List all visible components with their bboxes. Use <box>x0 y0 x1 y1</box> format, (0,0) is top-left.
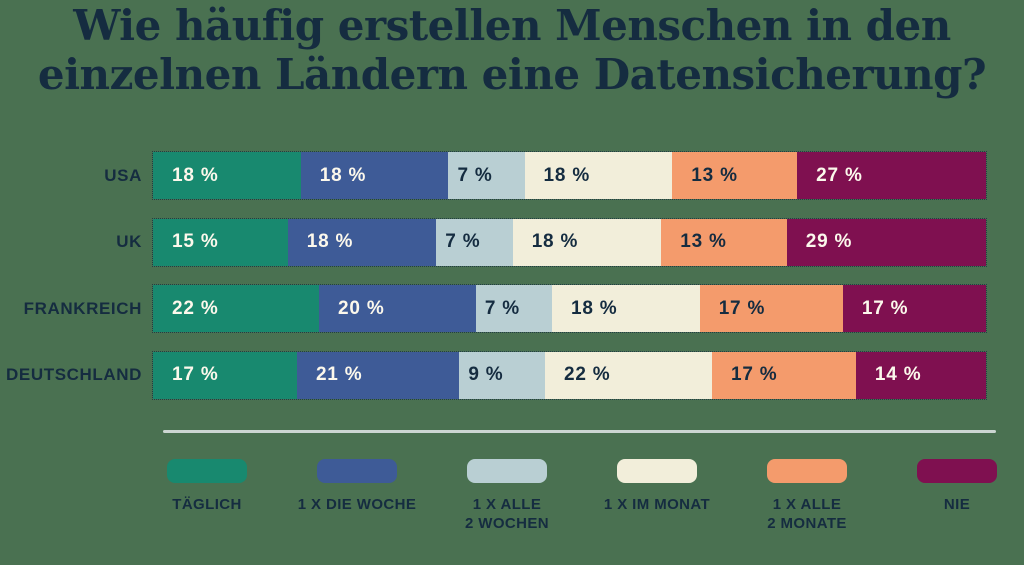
bar-segment: 22 % <box>544 351 712 399</box>
stacked-bar: 15 % 18 % 7 % 18 % 13 % 29 % <box>152 217 987 267</box>
bar-segment: 18 % <box>300 152 449 199</box>
bar-segment: 18 % <box>551 285 700 332</box>
stacked-bar: 18 % 18 % 7 % 18 % 13 % 27 % <box>152 151 987 200</box>
bar-segment: 17 % <box>842 285 986 332</box>
bar-segment: 17 % <box>699 285 843 332</box>
legend-label: TÄGLICH <box>172 496 242 513</box>
bar-segment: 13 % <box>672 152 798 199</box>
bar-segment: 22 % <box>153 285 319 332</box>
legend-label: NIE <box>943 496 971 513</box>
country-label: USA <box>104 165 142 185</box>
bar-row: FRANKREICH 22 % 20 % 7 % 18 % 17 % 17 % <box>0 284 996 333</box>
bar-segment: 18 % <box>512 218 662 266</box>
legend-item: 1 X ALLE 2 WOCHEN <box>432 459 582 533</box>
bar-row: USA 18 % 18 % 7 % 18 % 13 % 27 % <box>0 151 996 200</box>
legend-swatch <box>617 459 697 483</box>
legend-label: 1 X ALLE 2 MONATE <box>767 496 847 532</box>
country-label: DEUTSCHLAND <box>6 365 142 384</box>
legend-divider <box>163 430 996 433</box>
bar-segment: 18 % <box>153 152 301 199</box>
bar-row: DEUTSCHLAND 17 % 21 % 9 % 22 % 17 % 14 % <box>0 350 996 400</box>
bar-segment: 18 % <box>287 218 437 266</box>
bar-segment: 18 % <box>524 152 673 199</box>
bar-segment: 9 % <box>459 351 545 399</box>
bar-segment: 20 % <box>319 285 476 332</box>
chart-title-line-2: einzelnen Ländern eine Datensicherung? <box>37 50 987 99</box>
chart-title-line-1: Wie häufig erstellen Menschen in den <box>73 1 951 50</box>
stacked-bar: 17 % 21 % 9 % 22 % 17 % 14 % <box>152 350 987 400</box>
country-label: UK <box>116 232 142 251</box>
legend-swatch <box>467 459 547 483</box>
legend-item: 1 X IM MONAT <box>582 459 732 533</box>
legend-swatch <box>317 459 397 483</box>
bar-segment: 13 % <box>661 218 787 266</box>
bar-segment: 17 % <box>153 351 297 399</box>
legend-label: 1 X ALLE 2 WOCHEN <box>464 496 550 532</box>
bar-segment: 29 % <box>786 218 986 266</box>
chart-title: Wie häufig erstellen Menschen in den ein… <box>0 1 1024 99</box>
bar-segment: 27 % <box>797 152 986 199</box>
legend-swatch <box>767 459 847 483</box>
legend: TÄGLICH 1 X DIE WOCHE 1 X ALLE 2 WOCHEN 1 X… <box>132 459 1024 533</box>
bar-segment: 21 % <box>296 351 460 399</box>
bar-segment: 7 % <box>436 218 513 266</box>
stacked-bar: 22 % 20 % 7 % 18 % 17 % 17 % <box>152 284 987 333</box>
legend-label: 1 X IM MONAT <box>603 496 711 513</box>
bar-row: UK 15 % 18 % 7 % 18 % 13 % 29 % <box>0 217 996 267</box>
legend-item: TÄGLICH <box>132 459 282 533</box>
legend-item: 1 X ALLE 2 MONATE <box>732 459 882 533</box>
country-label: FRANKREICH <box>23 298 142 318</box>
legend-swatch <box>917 459 997 483</box>
legend-swatch <box>167 459 247 483</box>
legend-item: 1 X DIE WOCHE <box>282 459 432 533</box>
stacked-bar-chart: USA 18 % 18 % 7 % 18 % 13 % 27 % UK 15 % 18 % 7 % 1… <box>0 151 996 418</box>
bar-segment: 7 % <box>475 285 552 332</box>
legend-label: 1 X DIE WOCHE <box>297 496 417 513</box>
bar-segment: 17 % <box>711 351 856 399</box>
bar-segment: 14 % <box>855 351 987 399</box>
legend-item: NIE <box>882 459 1024 533</box>
bar-segment: 15 % <box>153 218 288 266</box>
bar-segment: 7 % <box>448 152 525 199</box>
